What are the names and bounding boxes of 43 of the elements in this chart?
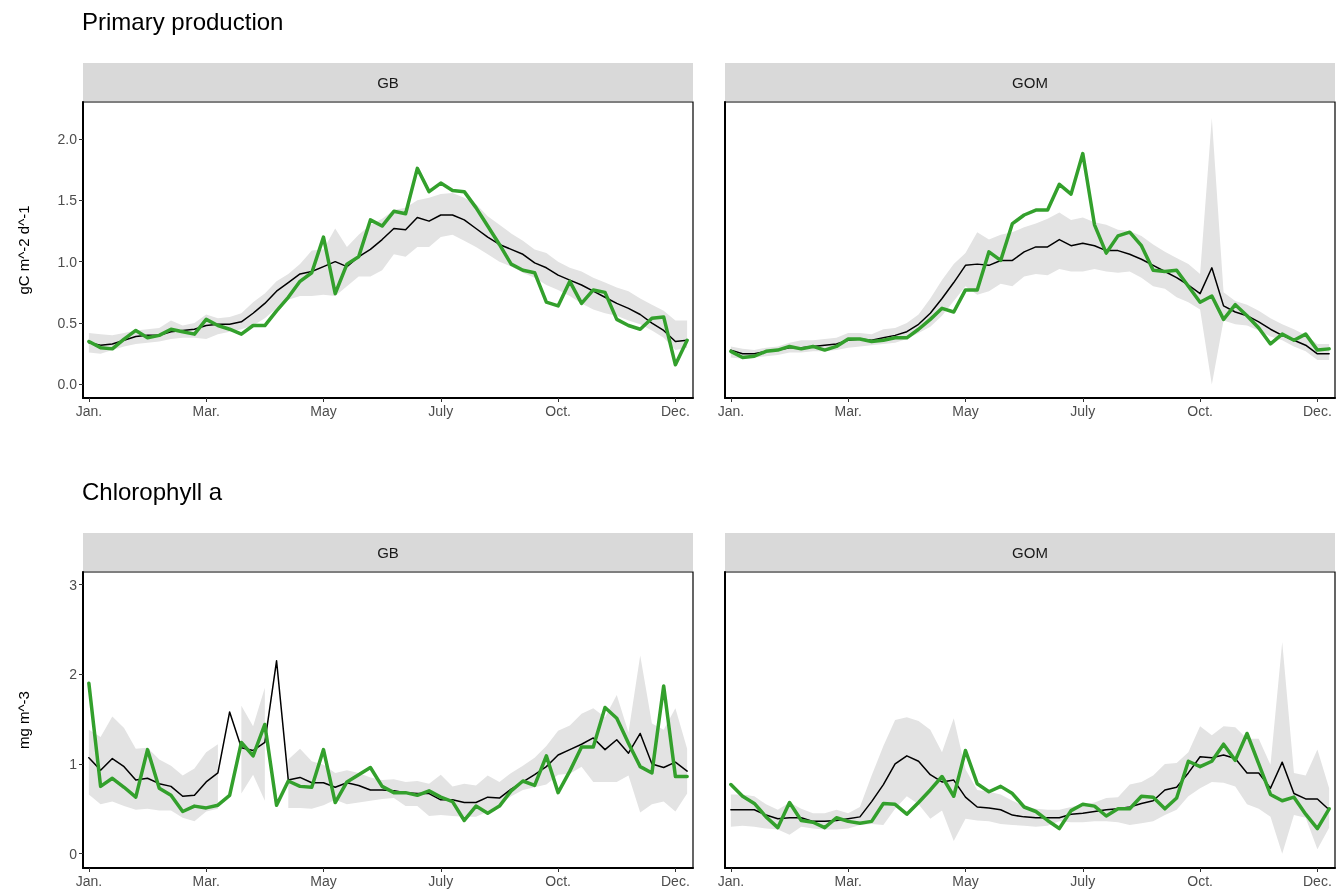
y-axis-title: mg m^-3 [15,691,32,749]
x-tick-label: Oct. [1187,873,1213,889]
y-tick-label: 1 [69,755,78,772]
chart-title: Primary production [82,8,284,36]
line-series [87,681,689,823]
x-tick-label: May [952,873,979,889]
x-tick-label: Oct. [1187,403,1213,419]
x-tick-label: Dec. [1303,403,1332,419]
x-tick-label: July [428,403,454,419]
x-tick-label: Dec. [1303,873,1332,889]
x-tick-label: July [428,873,454,889]
y-tick-label: 0 [69,845,78,862]
chart-title: Chlorophyll a [82,478,223,506]
x-tick-label: May [310,403,337,419]
x-tick-label: Dec. [661,403,690,419]
chart-subtitle: GB [83,533,693,571]
x-tick-label: Oct. [545,403,571,419]
x-tick-label: Mar. [834,873,862,889]
x-tick-label: May [952,403,979,419]
y-tick-label: 3 [69,576,78,593]
chart-subtitle: GOM [725,63,1335,101]
x-tick-label: Mar. [192,873,220,889]
x-tick-label: Dec. [661,873,690,889]
y-tick-label: 2.0 [57,130,78,147]
x-tick-label: July [1070,873,1096,889]
x-tick-label: Jan. [75,403,103,419]
line-series [87,166,689,367]
x-tick-label: May [310,873,337,889]
y-axis-title: gC m^-2 d^-1 [15,205,32,295]
y-tick-label: 1.5 [57,192,78,209]
x-tick-label: Mar. [834,403,862,419]
x-tick-label: July [1070,403,1096,419]
x-tick-label: Mar. [192,403,220,419]
x-tick-label: Jan. [717,873,745,889]
y-tick-label: 0.0 [57,376,78,393]
chart-subtitle: GOM [725,533,1335,571]
x-tick-label: Oct. [545,873,571,889]
y-tick-label: 0.5 [57,315,78,332]
chart-subtitle: GB [83,63,693,101]
y-tick-label: 2 [69,666,78,683]
x-tick-label: Jan. [75,873,103,889]
x-tick-label: Jan. [717,403,745,419]
y-tick-label: 1.0 [57,253,78,270]
